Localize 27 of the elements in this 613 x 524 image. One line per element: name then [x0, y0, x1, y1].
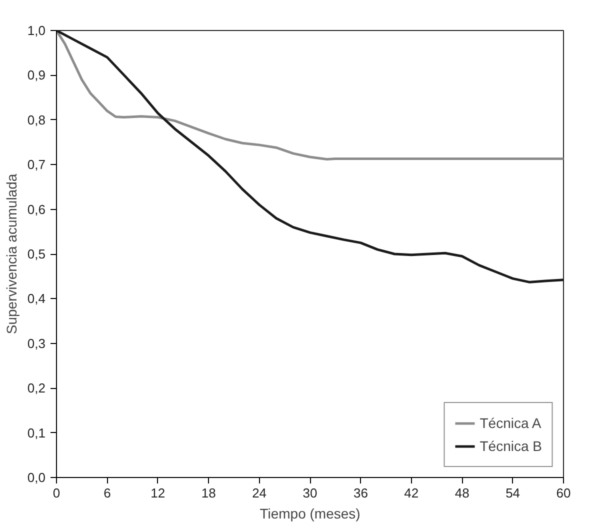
y-tick-label: 0,7 — [27, 157, 46, 172]
y-tick-label: 0,6 — [27, 202, 46, 217]
x-tick-label: 24 — [252, 486, 267, 500]
x-tick-label: 60 — [556, 486, 571, 500]
x-tick-label: 6 — [104, 486, 111, 500]
y-tick-label: 0,5 — [27, 246, 46, 262]
y-tick-label: 0,1 — [27, 425, 46, 440]
x-tick-label: 18 — [201, 486, 216, 500]
y-tick-label: 0,9 — [27, 68, 46, 83]
y-tick-label: 0,8 — [27, 112, 46, 128]
x-tick-label: 42 — [404, 486, 419, 500]
y-tick-label: 0,3 — [27, 336, 46, 351]
x-tick-label: 30 — [302, 486, 318, 500]
legend-label: Técnica B — [480, 438, 542, 454]
x-tick-label: 48 — [454, 486, 470, 500]
x-axis-title: Tiempo (meses) — [260, 506, 360, 522]
y-tick-label: 0,2 — [27, 380, 46, 396]
legend-label: Técnica A — [480, 415, 542, 431]
x-tick-label: 54 — [506, 486, 520, 500]
x-tick-label: 0 — [52, 486, 60, 500]
y-axis-title: Supervivencia acumulada — [3, 174, 20, 334]
y-tick-label: 0,4 — [27, 291, 46, 306]
y-tick-label: 0,0 — [27, 470, 46, 485]
x-tick-label: 12 — [150, 486, 166, 500]
y-tick-label: 1,0 — [27, 23, 46, 38]
x-tick-label: 36 — [353, 486, 368, 500]
line-series — [56, 30, 564, 160]
